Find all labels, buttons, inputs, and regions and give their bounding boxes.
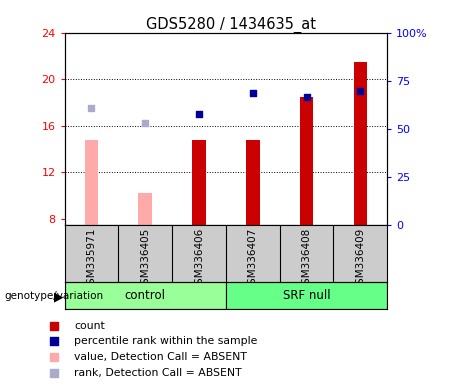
Text: GSM336407: GSM336407	[248, 227, 258, 291]
Point	[142, 120, 149, 126]
Bar	[354, 62, 367, 225]
Bar	[226, 282, 387, 309]
Bar	[246, 140, 260, 225]
Point	[303, 94, 310, 100]
Text: control: control	[125, 289, 165, 302]
Bar	[192, 140, 206, 225]
Text: GSM336408: GSM336408	[301, 227, 312, 291]
Text: GDS5280 / 1434635_at: GDS5280 / 1434635_at	[146, 17, 315, 33]
Bar	[85, 140, 98, 225]
Text: GSM336405: GSM336405	[140, 227, 150, 291]
Text: ▶: ▶	[54, 290, 64, 303]
Bar	[300, 97, 313, 225]
Text: GSM336406: GSM336406	[194, 227, 204, 291]
Text: genotype/variation: genotype/variation	[5, 291, 104, 301]
Point	[249, 90, 256, 96]
Point	[357, 88, 364, 94]
Text: count: count	[75, 321, 105, 331]
Text: SRF null: SRF null	[283, 289, 331, 302]
Point	[319, 242, 326, 248]
Text: GSM336409: GSM336409	[355, 227, 366, 291]
Text: percentile rank within the sample: percentile rank within the sample	[75, 336, 258, 346]
Text: value, Detection Call = ABSENT: value, Detection Call = ABSENT	[75, 352, 248, 362]
Text: rank, Detection Call = ABSENT: rank, Detection Call = ABSENT	[75, 367, 242, 377]
Point	[319, 100, 326, 106]
Bar	[138, 193, 152, 225]
Point	[88, 105, 95, 111]
Point	[195, 111, 203, 117]
Bar	[65, 282, 226, 309]
Text: GSM335971: GSM335971	[86, 227, 96, 291]
